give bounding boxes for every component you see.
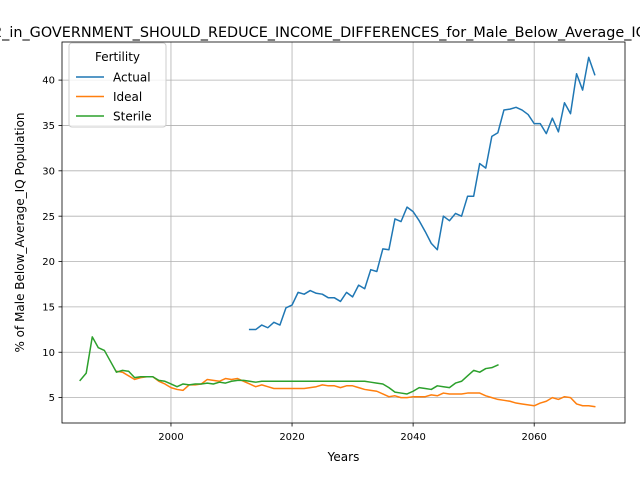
x-axis-label: Years bbox=[327, 450, 360, 464]
legend-label-actual: Actual bbox=[113, 71, 151, 85]
legend-title: Fertility bbox=[95, 50, 140, 64]
y-tick-label: 40 bbox=[42, 76, 55, 87]
y-tick-label: 20 bbox=[42, 257, 55, 268]
y-tick-label: 30 bbox=[42, 166, 55, 177]
y-axis-ticks: 5 10 15 20 25 30 35 40 bbox=[42, 76, 62, 405]
y-tick-label: 15 bbox=[42, 302, 55, 313]
x-tick-label: 2040 bbox=[400, 432, 425, 443]
series-line-ideal bbox=[116, 371, 594, 406]
y-axis-label: % of Male Below_Average_IQ Population bbox=[13, 112, 27, 352]
y-tick-label: 5 bbox=[49, 393, 55, 404]
series-line-sterile bbox=[80, 337, 498, 394]
legend-label-sterile: Sterile bbox=[113, 110, 152, 124]
y-tick-label: 35 bbox=[42, 121, 55, 132]
chart-title: 2_in_GOVERNMENT_SHOULD_REDUCE_INCOME_DIF… bbox=[0, 25, 640, 41]
x-tick-label: 2020 bbox=[279, 432, 304, 443]
x-tick-label: 2000 bbox=[158, 432, 183, 443]
x-axis-ticks: 2000 2020 2040 2060 bbox=[158, 423, 547, 443]
legend-label-ideal: Ideal bbox=[113, 90, 142, 104]
y-tick-label: 25 bbox=[42, 212, 55, 223]
series-line-actual bbox=[250, 57, 595, 329]
y-tick-label: 10 bbox=[42, 348, 55, 359]
legend: Fertility Actual Ideal Sterile bbox=[69, 43, 166, 127]
x-tick-label: 2060 bbox=[521, 432, 546, 443]
